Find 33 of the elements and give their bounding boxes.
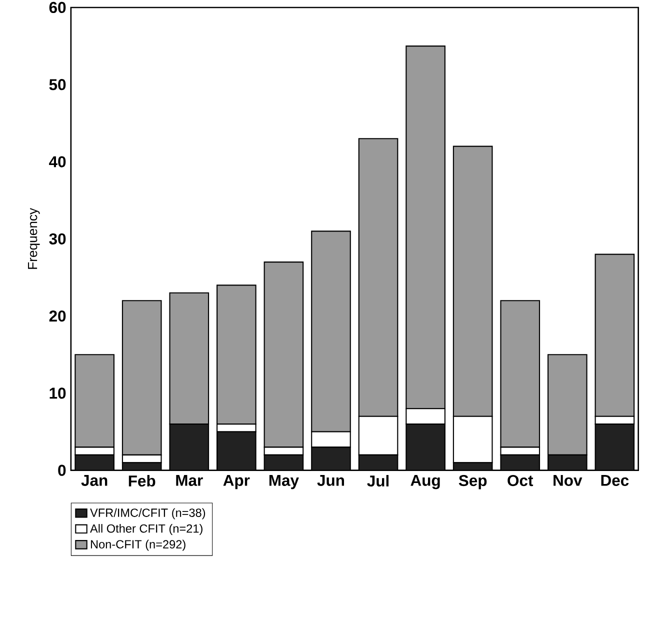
y-axis-title: Frequency — [28, 208, 40, 269]
bar — [406, 424, 445, 471]
x-tick-label: Jun — [317, 475, 344, 486]
y-tick-label: 30 — [49, 234, 66, 245]
legend-label: All Other CFIT (n=21) — [90, 524, 202, 536]
bar — [75, 455, 114, 471]
x-tick-label: Oct — [508, 475, 534, 486]
x-tick-label: Dec — [601, 475, 629, 486]
x-tick-label: Feb — [128, 475, 156, 487]
x-tick-label: Aug — [410, 475, 440, 490]
y-tick-label: 20 — [49, 310, 66, 322]
legend-label: VFR/IMC/CFIT (n=38) — [90, 508, 206, 520]
y-tick-label: 40 — [49, 156, 66, 168]
x-tick-label: Jan — [81, 475, 108, 486]
bar — [500, 455, 540, 471]
x-tick-label: May — [269, 475, 299, 490]
bar — [217, 432, 256, 471]
bar — [170, 424, 209, 471]
y-tick-label: 0 — [58, 464, 66, 476]
bar — [548, 455, 587, 471]
x-tick-label: Jul — [367, 475, 389, 487]
y-tick-label: 10 — [50, 388, 66, 399]
bar — [594, 424, 635, 471]
x-tick-label: Mar — [176, 475, 203, 486]
bar — [358, 455, 398, 471]
x-tick-label: Apr — [223, 475, 250, 490]
x-tick-label: Nov — [554, 475, 582, 486]
x-tick-label: Sep — [458, 475, 487, 490]
y-tick-label: 60 — [49, 2, 66, 14]
bar — [264, 455, 304, 471]
bar — [312, 447, 350, 471]
y-tick-label: 50 — [49, 79, 66, 90]
legend-label: Non-CFIT (n=292) — [90, 540, 186, 551]
